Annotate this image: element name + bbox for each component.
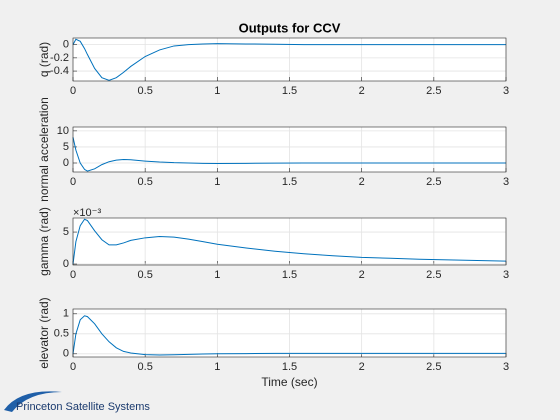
- x-tick-label: 1: [214, 85, 220, 97]
- y-axis-label: q (rad): [37, 42, 51, 77]
- x-tick-label: 1.5: [282, 269, 297, 281]
- y-tick-label: 0: [63, 258, 69, 270]
- y-exponent: ×10⁻³: [73, 207, 101, 219]
- data-line: [72, 137, 506, 172]
- y-tick-label: -0.4: [50, 65, 69, 77]
- x-tick-label: 1.5: [282, 176, 297, 188]
- x-tick-label: 2.5: [426, 269, 441, 281]
- axes-box: [72, 308, 507, 358]
- x-tick-label: 1: [214, 176, 220, 188]
- x-tick-label: 0.5: [138, 361, 153, 373]
- data-line: [72, 38, 506, 81]
- x-tick-label: 0.5: [138, 176, 153, 188]
- y-tick-label: 0: [63, 157, 69, 169]
- x-tick-label: 1.5: [282, 85, 297, 97]
- x-tick-label: 3: [503, 176, 509, 188]
- x-tick-label: 2.5: [426, 85, 441, 97]
- y-axis-label: gamma (rad): [37, 207, 51, 276]
- y-axis-label: elevator (rad): [37, 297, 51, 368]
- axes-box: [72, 37, 507, 82]
- x-tick-label: 2.5: [426, 176, 441, 188]
- x-tick-label: 0.5: [138, 269, 153, 281]
- y-tick-label: 5: [63, 141, 69, 153]
- x-tick-label: 0: [70, 176, 76, 188]
- y-tick-label: 5: [63, 226, 69, 238]
- x-tick-label: 3: [503, 361, 509, 373]
- x-tick-label: 2: [359, 85, 365, 97]
- y-tick-label: 0: [63, 39, 69, 51]
- x-tick-label: 2: [359, 361, 365, 373]
- x-tick-label: 1.5: [282, 361, 297, 373]
- y-tick-label: 0.5: [54, 328, 69, 340]
- x-tick-label: 3: [503, 269, 509, 281]
- logo-text: Princeton Satellite Systems: [16, 401, 150, 413]
- x-tick-label: 0: [70, 361, 76, 373]
- x-tick-label: 2.5: [426, 361, 441, 373]
- x-tick-label: 2: [359, 176, 365, 188]
- x-tick-label: 0.5: [138, 85, 153, 97]
- chart-title: Outputs for CCV: [239, 20, 341, 35]
- y-tick-label: 10: [57, 125, 69, 137]
- x-tick-label: 0: [70, 85, 76, 97]
- y-tick-label: 1: [63, 308, 69, 320]
- x-tick-label: 2: [359, 269, 365, 281]
- x-axis-label: Time (sec): [261, 375, 317, 389]
- logo-swoosh: [4, 391, 62, 412]
- data-line: [72, 218, 507, 265]
- x-tick-label: 1: [214, 269, 220, 281]
- x-tick-label: 0: [70, 269, 76, 281]
- x-tick-label: 1: [214, 361, 220, 373]
- axes-box: [72, 217, 507, 266]
- data-line: [72, 315, 506, 356]
- y-tick-label: 0: [63, 348, 69, 360]
- y-axis-label: normal acceleration: [37, 97, 51, 202]
- x-tick-label: 3: [503, 85, 509, 97]
- y-tick-label: -0.2: [50, 52, 69, 64]
- axes-box: [72, 126, 507, 173]
